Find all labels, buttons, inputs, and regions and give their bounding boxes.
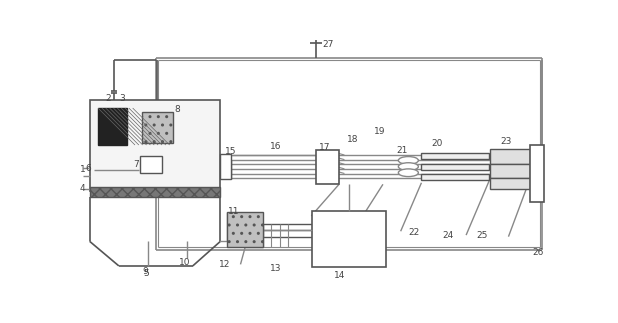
Bar: [312, 211, 386, 267]
Text: 7: 7: [133, 160, 139, 169]
Text: 20: 20: [431, 139, 443, 148]
Text: 16: 16: [269, 142, 281, 151]
Text: 13: 13: [269, 264, 281, 273]
Text: 6: 6: [86, 164, 91, 172]
Bar: [227, 212, 263, 247]
Text: 27: 27: [322, 40, 334, 49]
Text: 11: 11: [228, 207, 240, 216]
Bar: [530, 145, 544, 202]
Bar: [90, 187, 221, 197]
Ellipse shape: [399, 163, 418, 171]
Text: 10: 10: [179, 257, 190, 266]
Text: 22: 22: [408, 228, 420, 237]
Text: 4: 4: [80, 184, 85, 193]
Bar: [142, 112, 173, 143]
Text: 1: 1: [80, 165, 85, 174]
Text: 14: 14: [334, 271, 346, 280]
Text: 12: 12: [219, 260, 231, 269]
Text: 21: 21: [396, 146, 407, 155]
Text: 19: 19: [374, 128, 385, 136]
Bar: [490, 149, 530, 163]
Text: 8: 8: [174, 105, 180, 114]
Ellipse shape: [399, 157, 418, 164]
Bar: [140, 156, 162, 173]
Text: 3: 3: [119, 94, 125, 102]
Text: 9: 9: [143, 267, 148, 276]
Bar: [490, 178, 530, 189]
Text: 17: 17: [319, 143, 331, 152]
Text: 15: 15: [225, 148, 237, 156]
Bar: [421, 153, 489, 159]
Bar: [98, 108, 127, 145]
Bar: [421, 163, 489, 170]
Text: 26: 26: [532, 248, 544, 257]
Bar: [221, 154, 231, 179]
Text: 24: 24: [442, 231, 454, 240]
Bar: [90, 100, 221, 191]
Text: 23: 23: [501, 138, 512, 146]
Bar: [316, 150, 339, 184]
Text: 5: 5: [143, 269, 150, 278]
Text: 2: 2: [105, 94, 111, 102]
Bar: [490, 163, 530, 178]
Ellipse shape: [399, 169, 418, 177]
Bar: [421, 174, 489, 181]
Text: 18: 18: [347, 135, 358, 144]
Text: 25: 25: [476, 231, 488, 240]
